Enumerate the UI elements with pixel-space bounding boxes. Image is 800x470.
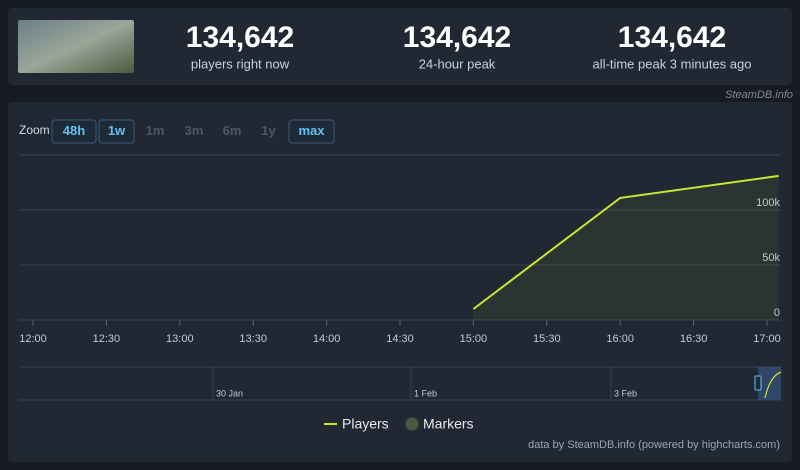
x-tick-label: 12:00	[19, 333, 47, 345]
zoom-button[interactable]	[288, 119, 335, 144]
zoom-button-text[interactable]: 6m	[223, 123, 242, 138]
zoom-button-text[interactable]: 1w	[108, 123, 126, 138]
navigator-label: 30 Jan	[216, 388, 243, 398]
legend-text[interactable]: Markers	[423, 416, 474, 432]
zoom-button[interactable]	[98, 119, 135, 144]
zoom-button-text[interactable]: 3m	[185, 123, 204, 138]
watermark: SteamDB.info	[725, 89, 793, 101]
navigator-label: 3 Feb	[614, 388, 637, 398]
stat-value: 134,642	[403, 21, 511, 54]
x-tick-label: 16:00	[606, 333, 634, 345]
header-panel	[8, 8, 792, 85]
legend-text[interactable]: Players	[342, 416, 389, 432]
y-tick-label: 100k	[756, 197, 780, 209]
x-tick-label: 16:30	[680, 333, 708, 345]
x-tick-label: 13:00	[166, 333, 194, 345]
x-tick-label: 13:30	[239, 333, 267, 345]
chart-area: 134,642 players right now 134,642 24-hour p…	[19, 21, 782, 451]
zoom-label: Zoom	[19, 123, 50, 137]
x-tick-label: 14:00	[313, 333, 341, 345]
x-tick-label: 17:00	[753, 333, 781, 345]
stat-label: players right now	[191, 56, 290, 71]
x-tick-label: 15:30	[533, 333, 561, 345]
stat-value: 134,642	[186, 21, 294, 54]
stat-label: all-time peak 3 minutes ago	[593, 56, 752, 71]
navigator-handle[interactable]	[754, 375, 762, 391]
x-tick-label: 15:00	[460, 333, 488, 345]
legend-marker	[405, 417, 419, 431]
navigator-label: 1 Feb	[414, 388, 437, 398]
zoom-button-text[interactable]: max	[298, 123, 325, 138]
x-tick-label: 12:30	[93, 333, 121, 345]
game-image	[18, 20, 134, 73]
stat-label: 24-hour peak	[419, 56, 496, 71]
zoom-button-text[interactable]: 48h	[63, 123, 85, 138]
stat-value: 134,642	[618, 21, 726, 54]
zoom-button-text[interactable]: 1m	[146, 123, 165, 138]
y-tick-label: 0	[774, 307, 780, 319]
zoom-button[interactable]	[51, 119, 97, 144]
y-tick-label: 50k	[762, 252, 780, 264]
x-tick-label: 14:30	[386, 333, 414, 345]
zoom-button-text[interactable]: 1y	[261, 123, 276, 138]
chart-panel	[8, 102, 792, 462]
series-line	[472, 174, 779, 310]
navigator-series	[764, 371, 782, 399]
series-area	[473, 175, 779, 320]
credits: data by SteamDB.info (powered by highcha…	[528, 439, 780, 451]
